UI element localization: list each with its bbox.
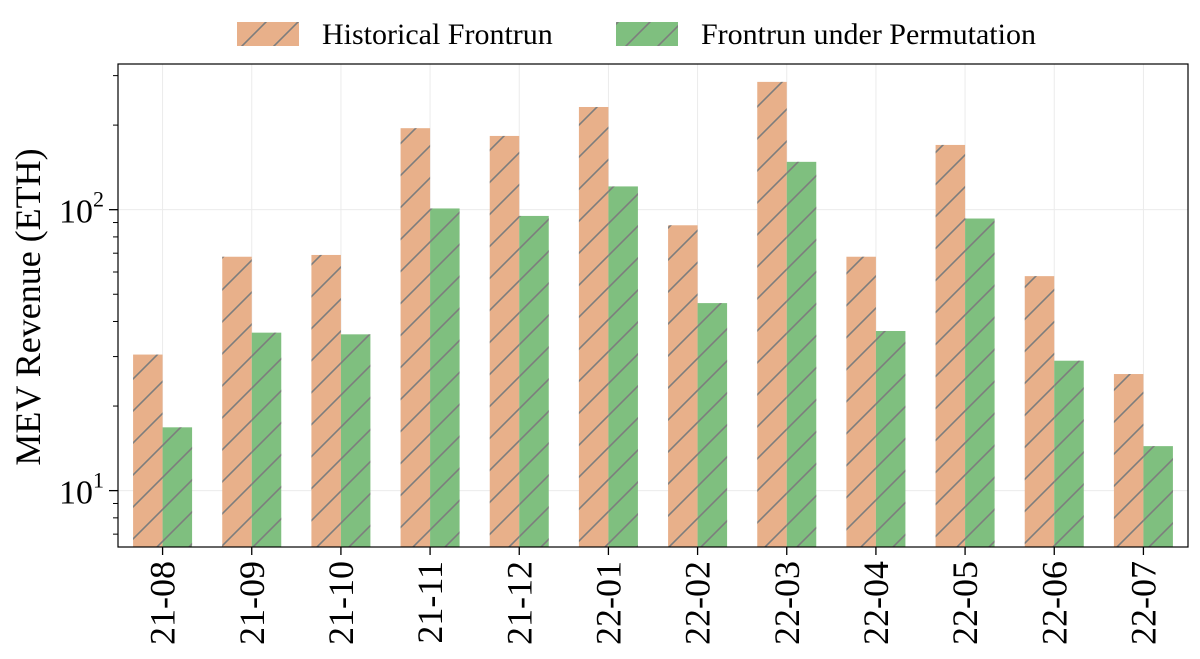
bar-hatch <box>489 135 520 547</box>
bar-hatch <box>965 218 995 547</box>
bar-hatch <box>786 161 817 547</box>
bars <box>133 81 1173 548</box>
bar-hatch <box>519 215 549 547</box>
bar-hatch <box>1054 360 1084 547</box>
bar-hatch <box>251 332 282 547</box>
x-tick-label: 21-10 <box>321 561 361 645</box>
x-tick-label: 22-02 <box>678 561 718 645</box>
y-tick-label: 102 <box>59 187 104 231</box>
bar-hatch <box>846 256 876 547</box>
x-tick-label: 21-08 <box>143 561 183 645</box>
bar-hatch <box>400 128 431 547</box>
x-tick-label: 22-04 <box>856 561 896 645</box>
bar-hatch <box>697 303 728 547</box>
x-tick-label: 22-05 <box>945 561 985 645</box>
y-tick-label: 101 <box>59 468 104 512</box>
x-tick-label: 21-09 <box>232 561 272 645</box>
y-axis-label: MEV Revenue (ETH) <box>8 148 48 465</box>
bar-hatch <box>133 354 163 547</box>
x-tick-label: 22-07 <box>1123 561 1163 645</box>
x-tick-label: 22-06 <box>1034 561 1074 645</box>
legend-swatch-hatch <box>237 22 299 46</box>
bar-hatch <box>311 254 341 547</box>
bar-hatch <box>875 330 906 547</box>
bar-hatch <box>162 427 193 547</box>
x-tick-label: 22-01 <box>588 561 628 645</box>
legend-label: Frontrun under Permutation <box>701 18 1036 51</box>
bar-hatch <box>668 225 698 547</box>
bar-hatch <box>935 144 966 547</box>
plot-frame <box>117 63 1189 548</box>
bar-hatch <box>1113 374 1144 547</box>
y-axis: 101 102 <box>59 75 118 535</box>
bar-hatch <box>222 256 252 547</box>
bar-hatch <box>430 208 460 548</box>
bar-hatch <box>578 106 609 547</box>
legend-swatch-hatch <box>616 22 678 46</box>
bar-hatch <box>1024 276 1055 547</box>
x-tick-label: 21-11 <box>410 561 450 644</box>
x-tick-label: 22-03 <box>767 561 807 645</box>
x-tick-label: 21-12 <box>499 561 539 645</box>
legend: Historical Frontrun Frontrun under Permut… <box>237 18 1036 51</box>
legend-label: Historical Frontrun <box>322 18 553 51</box>
bar-hatch <box>1143 446 1173 547</box>
bar-hatch <box>757 81 787 548</box>
x-axis: 21-08 21-09 21-10 21-11 21-12 22-01 22-02 22-03… <box>143 547 1163 645</box>
bar-hatch <box>608 186 638 548</box>
bar-hatch <box>340 334 371 547</box>
